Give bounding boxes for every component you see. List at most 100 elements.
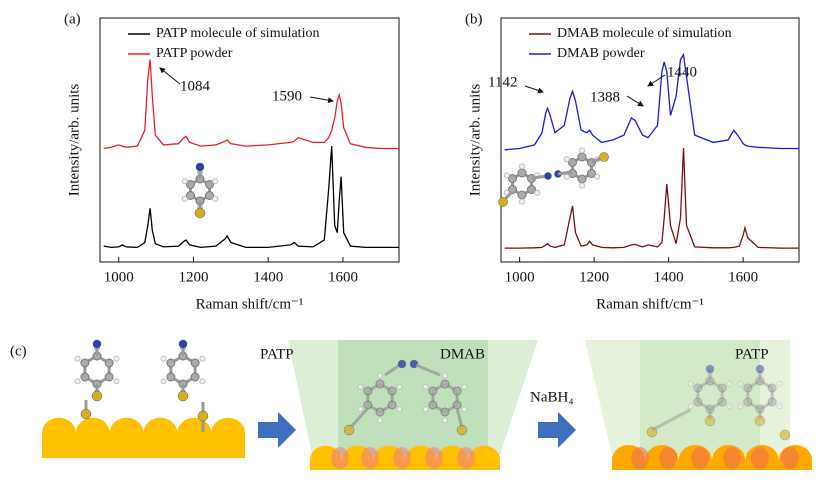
- x-tick-label: 1000: [505, 269, 535, 285]
- atom-h: [75, 356, 80, 361]
- legend-label: DMAB molecule of simulation: [557, 26, 732, 41]
- atom: [545, 173, 552, 180]
- legend-label: PATP molecule of simulation: [156, 26, 319, 41]
- atom: [694, 384, 702, 392]
- atom: [344, 425, 354, 435]
- hotspot: [331, 447, 349, 469]
- atom: [388, 401, 396, 409]
- atom: [578, 175, 586, 183]
- atom-h: [462, 407, 467, 412]
- hotspot: [457, 447, 475, 469]
- atom: [705, 416, 715, 426]
- atom-h: [378, 418, 383, 423]
- atom-h: [727, 381, 732, 386]
- atom: [388, 387, 396, 395]
- atom: [198, 411, 208, 421]
- atom: [93, 340, 101, 348]
- atom: [195, 208, 205, 218]
- atom: [81, 409, 91, 419]
- atom: [718, 398, 726, 406]
- atom-h: [688, 404, 693, 409]
- atom: [780, 430, 790, 440]
- atom: [694, 398, 702, 406]
- x-tick-label: 1600: [328, 269, 358, 285]
- gold-bump: [76, 418, 110, 433]
- atom-h: [535, 190, 540, 195]
- atom: [441, 380, 449, 388]
- atom: [755, 416, 765, 426]
- atom-h: [161, 356, 166, 361]
- peak-label: 1388: [590, 89, 620, 105]
- atom: [105, 373, 113, 381]
- atom: [167, 359, 175, 367]
- hotspot: [659, 447, 677, 469]
- atom-h: [520, 199, 525, 204]
- atom: [376, 408, 384, 416]
- atom: [706, 365, 714, 373]
- process-label: NaBH₄: [530, 389, 574, 405]
- peak-label: 1440: [667, 64, 697, 80]
- process-label: DMAB: [440, 346, 485, 362]
- x-axis-label: Raman shift/cm⁻¹: [196, 296, 304, 312]
- atom-h: [738, 381, 743, 386]
- peak-arrow: [160, 68, 180, 84]
- atom-h: [161, 379, 166, 384]
- process-arrow: [538, 412, 576, 448]
- page: {"chart_data": [ {"type": "line", "label…: [0, 0, 830, 488]
- legend-label: DMAB powder: [557, 46, 645, 61]
- x-tick-label: 1200: [579, 269, 609, 285]
- y-axis-label: Intensity/arb. units: [66, 84, 82, 197]
- atom-h: [358, 384, 363, 389]
- atom: [179, 340, 187, 348]
- gold-bump: [110, 418, 144, 433]
- atom-h: [423, 384, 428, 389]
- legend-label: PATP powder: [156, 46, 233, 61]
- atom-h: [200, 356, 205, 361]
- gold-substrate: [42, 433, 245, 458]
- hotspot: [631, 447, 649, 469]
- atom: [398, 360, 406, 368]
- atom: [718, 384, 726, 392]
- atom: [744, 384, 752, 392]
- atom: [376, 380, 384, 388]
- atom-h: [564, 157, 569, 162]
- atom: [453, 387, 461, 395]
- atom-h: [114, 356, 119, 361]
- process-label: PATP: [260, 346, 294, 362]
- atom-h: [738, 404, 743, 409]
- atom: [196, 163, 204, 171]
- atom-h: [595, 174, 600, 179]
- atom-h: [182, 196, 187, 201]
- atom-h: [378, 373, 383, 378]
- peak-label: 1590: [272, 88, 302, 104]
- atom: [178, 391, 188, 401]
- atom: [105, 359, 113, 367]
- x-tick-label: 1400: [253, 269, 283, 285]
- atom-h: [213, 196, 218, 201]
- atom: [429, 401, 437, 409]
- atom: [81, 359, 89, 367]
- atom-h: [397, 384, 402, 389]
- process-label: PATP: [735, 346, 769, 362]
- schematic: [258, 340, 790, 455]
- atom: [578, 153, 586, 161]
- peak-arrow: [310, 97, 333, 101]
- bond: [558, 172, 572, 174]
- peak-label: 1084: [180, 78, 211, 94]
- atom-h: [462, 384, 467, 389]
- atom: [429, 387, 437, 395]
- spectrum-line: [104, 60, 399, 149]
- atom-h: [777, 381, 782, 386]
- gold-bump: [211, 418, 245, 433]
- atom-h: [114, 379, 119, 384]
- atom-h: [564, 174, 569, 179]
- panel-label: (c): [10, 343, 27, 359]
- process-arrow: [258, 412, 296, 448]
- hotspot: [361, 447, 379, 469]
- atom-h: [580, 183, 585, 188]
- atom-h: [504, 173, 509, 178]
- spectrum-line: [104, 146, 399, 247]
- hotspot: [723, 447, 741, 469]
- peak-label: 1142: [488, 74, 517, 90]
- atom-h: [200, 379, 205, 384]
